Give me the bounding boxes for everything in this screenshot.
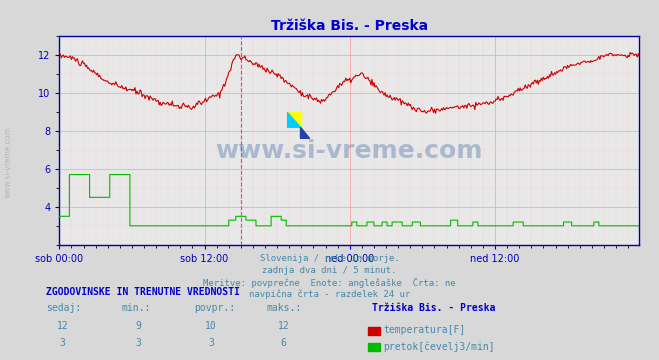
Text: 3: 3	[136, 338, 141, 348]
Text: 3: 3	[60, 338, 65, 348]
Text: min.:: min.:	[122, 303, 152, 314]
Bar	[368, 327, 380, 335]
Text: navpična črta - razdelek 24 ur: navpična črta - razdelek 24 ur	[249, 289, 410, 299]
Text: 12: 12	[277, 321, 289, 332]
Text: sedaj:: sedaj:	[46, 303, 81, 314]
Polygon shape	[301, 127, 310, 139]
Text: 12: 12	[57, 321, 69, 332]
Text: 9: 9	[136, 321, 141, 332]
Text: www.si-vreme.com: www.si-vreme.com	[3, 126, 13, 198]
Text: 6: 6	[281, 338, 286, 348]
Bar	[368, 343, 380, 351]
Polygon shape	[287, 112, 301, 127]
Text: 10: 10	[205, 321, 217, 332]
Text: temperatura[F]: temperatura[F]	[384, 325, 466, 336]
Text: Tržiška Bis. - Preska: Tržiška Bis. - Preska	[372, 303, 496, 314]
Text: www.si-vreme.com: www.si-vreme.com	[215, 139, 483, 163]
Title: Tržiška Bis. - Preska: Tržiška Bis. - Preska	[271, 19, 428, 33]
Text: 3: 3	[208, 338, 214, 348]
Text: zadnja dva dni / 5 minut.: zadnja dva dni / 5 minut.	[262, 266, 397, 275]
Text: maks.:: maks.:	[267, 303, 302, 314]
Text: ZGODOVINSKE IN TRENUTNE VREDNOSTI: ZGODOVINSKE IN TRENUTNE VREDNOSTI	[46, 287, 240, 297]
Text: pretok[čevelj3/min]: pretok[čevelj3/min]	[384, 341, 495, 352]
Text: povpr.:: povpr.:	[194, 303, 235, 314]
Text: Meritve: povprečne  Enote: anglešaške  Črta: ne: Meritve: povprečne Enote: anglešaške Črt…	[203, 278, 456, 288]
Text: Slovenija / reke in morje.: Slovenija / reke in morje.	[260, 254, 399, 263]
Polygon shape	[287, 112, 301, 127]
